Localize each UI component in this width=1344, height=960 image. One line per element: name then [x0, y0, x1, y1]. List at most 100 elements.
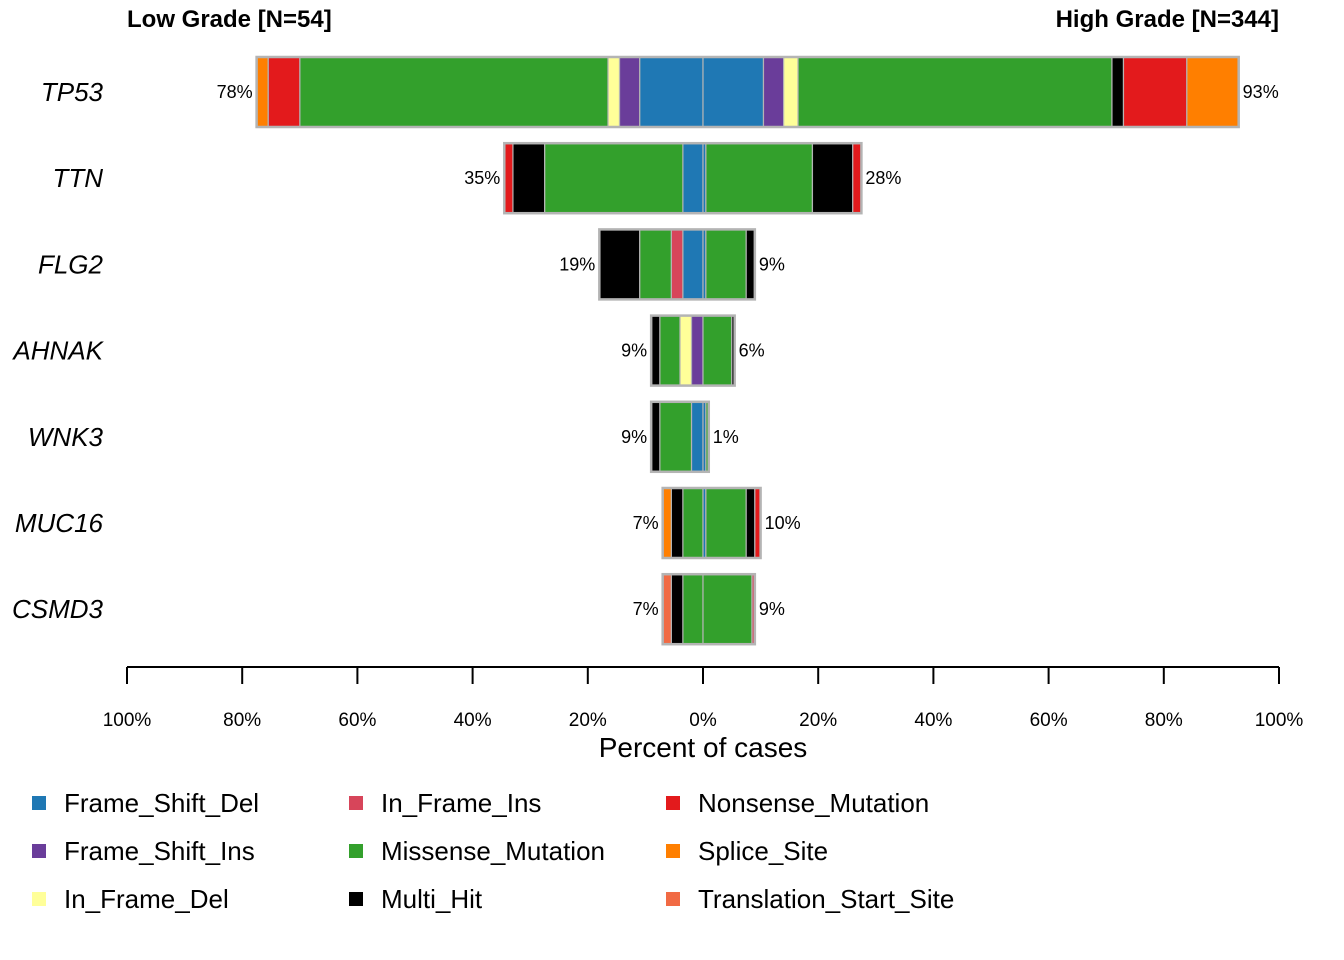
bar-segment-ahnak-left-missense-mutation [659, 315, 681, 387]
bar-segment-muc16-left-multi-hit [670, 487, 684, 559]
percent-label-left-ttn: 35% [464, 168, 500, 188]
legend-label-nonsense-mutation: Nonsense_Mutation [698, 788, 929, 818]
bar-outline-muc16 [661, 486, 762, 560]
legend-label-translation-start-site: Translation_Start_Site [698, 884, 954, 914]
x-tick-label: 60% [338, 710, 376, 731]
bar-segment-ttn-left-frame-shift-del [682, 142, 704, 214]
legend-label-missense-mutation: Missense_Mutation [381, 836, 605, 866]
bar-segment-csmd3-left-missense-mutation [682, 573, 704, 645]
bar-segment-flg2-right-missense-mutation [705, 228, 747, 300]
legend-swatch-in-frame-del [32, 892, 46, 906]
bar-segment-tp53-right-frame-shift-ins [762, 56, 785, 128]
bar-segment-tp53-right-in-frame-del [783, 56, 799, 128]
bar-segment-tp53-right-nonsense-mutation [1122, 56, 1188, 128]
bar-segment-flg2-left-missense-mutation [639, 228, 672, 300]
bar-segment-muc16-left-splice-site [662, 487, 672, 559]
left-group-title: Low Grade [N=54] [127, 6, 332, 33]
x-tick-label: 20% [569, 710, 607, 731]
percent-label-right-ttn: 28% [865, 168, 901, 188]
right-group-title: High Grade [N=344] [1056, 6, 1279, 33]
bar-segment-ttn-left-multi-hit [512, 142, 546, 214]
percent-label-right-ahnak: 6% [739, 341, 765, 361]
bar-segment-tp53-left-splice-site [256, 56, 269, 128]
bars-layer: TP53 78% 93% TTN 35% 28% FLG2 19% 9% AHNAK 9% 6% WNK… [11, 55, 1279, 646]
x-tick-label: 80% [1145, 710, 1183, 731]
percent-label-left-wnk3: 9% [621, 427, 647, 447]
bar-outline-ahnak [649, 314, 736, 387]
legend-swatch-translation-start-site [666, 892, 680, 906]
gene-label-csmd3: CSMD3 [12, 594, 104, 624]
bar-segment-flg2-left-frame-shift-del [682, 228, 704, 300]
percent-label-left-csmd3: 7% [633, 599, 659, 619]
legend-label-in-frame-del: In_Frame_Del [64, 884, 229, 914]
legend-swatch-splice-site [666, 844, 680, 858]
legend-swatch-in-frame-ins [349, 796, 363, 810]
legend-label-splice-site: Splice_Site [698, 836, 828, 866]
bar-segment-ttn-left-missense-mutation [543, 142, 684, 214]
bar-segment-tp53-right-frame-shift-del [702, 56, 765, 128]
bar-segment-wnk3-left-frame-shift-del [690, 401, 704, 473]
percent-label-right-flg2: 9% [759, 254, 785, 274]
percent-label-left-flg2: 19% [559, 254, 595, 274]
bar-segment-tp53-left-in-frame-del [607, 56, 621, 128]
x-tick-label: 40% [914, 710, 952, 731]
bar-segment-muc16-right-missense-mutation [705, 487, 747, 559]
x-axis-label: Percent of cases [599, 732, 808, 763]
bar-outline-tp53 [255, 55, 1240, 129]
percent-label-right-tp53: 93% [1243, 82, 1279, 102]
percent-label-left-ahnak: 9% [621, 341, 647, 361]
bar-outline-ttn [503, 141, 863, 215]
x-tick-label: 60% [1030, 710, 1068, 731]
x-tick-label: 40% [454, 710, 492, 731]
gene-label-ahnak: AHNAK [11, 336, 104, 366]
gene-label-ttn: TTN [52, 163, 103, 193]
legend-label-multi-hit: Multi_Hit [381, 884, 483, 914]
x-tick-label: 0% [689, 710, 717, 731]
bar-segment-ttn-right-missense-mutation [705, 142, 814, 214]
bar-segment-tp53-right-missense-mutation [797, 56, 1113, 128]
bar-outline-wnk3 [649, 400, 711, 474]
bar-segment-wnk3-left-multi-hit [650, 401, 661, 473]
gene-label-flg2: FLG2 [38, 249, 104, 279]
x-tick-label: 100% [103, 710, 152, 731]
bar-segment-flg2-left-multi-hit [598, 228, 641, 300]
legend-swatch-multi-hit [349, 892, 363, 906]
bar-segment-wnk3-left-missense-mutation [659, 401, 693, 473]
bar-outline-csmd3 [661, 572, 757, 646]
bar-segment-tp53-left-missense-mutation [299, 56, 609, 128]
legend-label-in-frame-ins: In_Frame_Ins [381, 788, 541, 818]
x-tick-label: 20% [799, 710, 837, 731]
x-axis: 100% 80% 60% 40% 20% 0% 20% 40% 60% 80% 100% [103, 666, 1304, 731]
percent-label-right-muc16: 10% [765, 513, 801, 533]
bar-segment-ttn-right-multi-hit [811, 142, 854, 214]
bar-outline-flg2 [598, 228, 757, 301]
bar-segment-csmd3-left-multi-hit [670, 573, 684, 645]
percent-label-left-muc16: 7% [633, 513, 659, 533]
bar-segment-muc16-right-multi-hit [745, 487, 756, 559]
bar-segment-ahnak-left-frame-shift-ins [690, 315, 704, 387]
bar-segment-flg2-right-multi-hit [745, 228, 756, 300]
bar-segment-tp53-right-splice-site [1186, 56, 1240, 128]
gene-label-muc16: MUC16 [15, 508, 104, 538]
percent-label-right-csmd3: 9% [759, 599, 785, 619]
legend: Frame_Shift_Del In_Frame_Ins Nonsense_Muta… [32, 788, 954, 914]
legend-label-frame-shift-ins: Frame_Shift_Ins [64, 836, 255, 866]
bar-segment-muc16-left-missense-mutation [682, 487, 704, 559]
bar-segment-ahnak-right-missense-mutation [702, 315, 733, 387]
percent-label-left-tp53: 78% [217, 82, 253, 102]
x-tick-label: 80% [223, 710, 261, 731]
bar-segment-ahnak-left-in-frame-del [679, 315, 693, 387]
legend-swatch-missense-mutation [349, 844, 363, 858]
legend-swatch-frame-shift-del [32, 796, 46, 810]
bar-segment-tp53-left-frame-shift-del [639, 56, 704, 128]
bar-segment-ttn-left-nonsense-mutation [503, 142, 514, 214]
bar-segment-tp53-right-multi-hit [1111, 56, 1125, 128]
bar-segment-csmd3-left-translation-start-site [662, 573, 672, 645]
bar-segment-tp53-left-frame-shift-ins [618, 56, 641, 128]
bar-segment-tp53-left-nonsense-mutation [267, 56, 301, 128]
legend-label-frame-shift-del: Frame_Shift_Del [64, 788, 259, 818]
legend-swatch-frame-shift-ins [32, 844, 46, 858]
bar-segment-flg2-left-in-frame-ins [670, 228, 684, 300]
x-tick-label: 100% [1255, 710, 1304, 731]
bar-segment-ahnak-left-multi-hit [650, 315, 661, 387]
